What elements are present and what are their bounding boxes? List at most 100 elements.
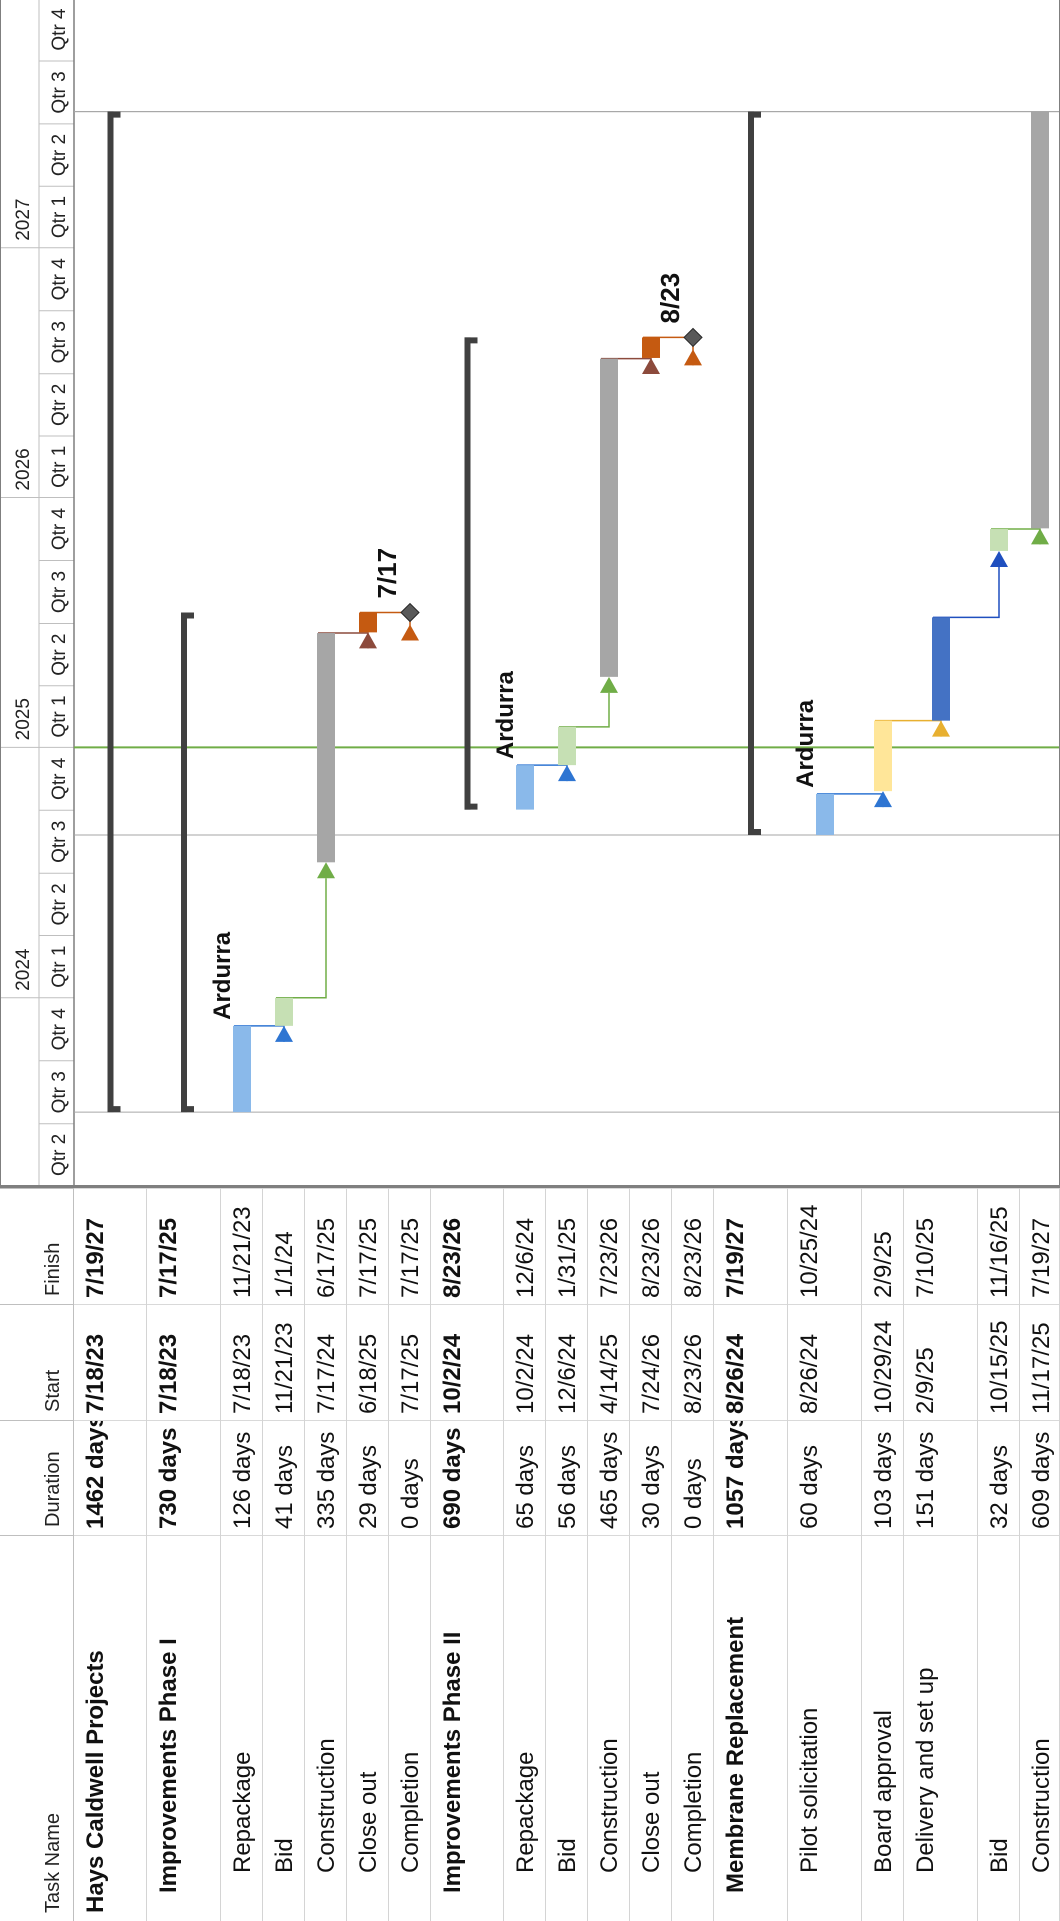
cell-fi: 8/23/26	[672, 1188, 713, 1304]
cell-st: 7/18/23	[147, 1304, 220, 1420]
table-row[interactable]: Construction 609 days 11/17/25 7/19/27	[1020, 1188, 1060, 1921]
timescale-quarter-label: Qtr 2	[49, 633, 70, 675]
dependency-arrow	[317, 862, 335, 878]
cell-fi: 7/17/25	[347, 1188, 388, 1304]
table-row[interactable]: Improvements Phase I 730 days 7/18/23 7/17/…	[147, 1188, 221, 1921]
table-row[interactable]: Board approval 103 days 10/29/24 2/9/25	[862, 1188, 904, 1921]
gantt-chart-area[interactable]: Qtr 2 Qtr 3 Qtr 4 Qtr 1 Qtr 2 Qtr 3 Qtr 4 Qtr 1…	[0, 0, 1060, 1188]
timescale-quarter-label: Qtr 4	[49, 757, 70, 800]
dependency-arrow	[275, 1026, 293, 1042]
cell-name: Close out	[630, 1535, 671, 1921]
cell-fi: 11/16/25	[978, 1188, 1019, 1304]
cell-fi: 7/19/27	[1020, 1188, 1059, 1304]
table-row[interactable]: Bid 32 days 10/15/25 11/16/25	[978, 1188, 1020, 1921]
cell-st: 7/18/23	[221, 1304, 262, 1420]
task-bar	[600, 359, 618, 677]
column-header-start[interactable]: Start	[0, 1304, 74, 1420]
table-row[interactable]: Pilot solicitation 60 days 8/26/24 10/25/24	[788, 1188, 862, 1921]
table-row[interactable]: Hays Caldwell Projects 1462 days 7/18/23 7/…	[74, 1188, 147, 1921]
timescale-quarter-label: Qtr 4	[49, 1008, 70, 1051]
cell-st: 8/26/24	[788, 1304, 861, 1420]
task-bar	[932, 617, 950, 720]
task-bar	[816, 794, 834, 835]
dependency-link	[933, 567, 999, 617]
column-header-label: Finish	[42, 1243, 65, 1296]
table-row[interactable]: Repackage 126 days 7/18/23 11/21/23	[221, 1188, 263, 1921]
cell-name: Board approval	[862, 1535, 903, 1921]
table-row[interactable]: Completion 0 days 7/17/25 7/17/25	[389, 1188, 431, 1921]
cell-st: 8/26/24	[714, 1304, 787, 1420]
cell-dur: 60 days	[788, 1420, 861, 1535]
cell-st: 10/2/24	[431, 1304, 503, 1420]
cell-name: Delivery and set up	[904, 1535, 977, 1921]
cell-name: Construction	[1020, 1535, 1059, 1921]
table-row[interactable]: Repackage 65 days 10/2/24 12/6/24	[504, 1188, 546, 1921]
dependency-arrow	[990, 551, 1008, 567]
task-bar	[233, 1026, 251, 1112]
table-row[interactable]: Completion 0 days 8/23/26 8/23/26	[672, 1188, 714, 1921]
table-row[interactable]: Delivery and set up 151 days 2/9/25 7/10/25	[904, 1188, 978, 1921]
dependency-arrow	[1031, 528, 1049, 544]
cell-fi: 7/17/25	[389, 1188, 430, 1304]
dependency-arrow	[558, 765, 576, 781]
cell-dur: 65 days	[504, 1420, 545, 1535]
timescale-year-label: 2027	[13, 198, 34, 240]
task-bar	[1031, 112, 1049, 529]
cell-st: 11/17/25	[1020, 1304, 1059, 1420]
task-bar	[359, 613, 377, 633]
task-bar	[317, 633, 335, 862]
timescale-quarter-label: Qtr 3	[49, 821, 70, 863]
column-header-duration[interactable]: Duration	[0, 1420, 74, 1535]
cell-dur: 32 days	[978, 1420, 1019, 1535]
cell-dur: 151 days	[904, 1420, 977, 1535]
cell-name: Completion	[672, 1535, 713, 1921]
task-table: Task Name Duration Start Finish Hays Cal…	[0, 1188, 1060, 1921]
cell-st: 7/24/26	[630, 1304, 671, 1420]
cell-dur: 335 days	[305, 1420, 346, 1535]
cell-dur: 690 days	[431, 1420, 503, 1535]
cell-name: Membrane Replacement	[714, 1535, 787, 1921]
milestone-date-label: 8/23	[655, 273, 685, 324]
dependency-arrow	[932, 721, 950, 737]
cell-dur: 126 days	[221, 1420, 262, 1535]
table-row[interactable]: Membrane Replacement 1057 days 8/26/24 7/19…	[714, 1188, 788, 1921]
cell-dur: 465 days	[588, 1420, 629, 1535]
table-row[interactable]: Close out 29 days 6/18/25 7/17/25	[347, 1188, 389, 1921]
timescale-year-label: 2024	[13, 948, 34, 991]
timescale-year-label: 2026	[13, 448, 34, 490]
cell-dur: 730 days	[147, 1420, 220, 1535]
table-row[interactable]: Bid 56 days 12/6/24 1/31/25	[546, 1188, 588, 1921]
cell-fi: 8/23/26	[431, 1188, 503, 1304]
cell-fi: 7/17/25	[147, 1188, 220, 1304]
timescale-quarter-label: Qtr 2	[49, 883, 70, 925]
cell-name: Bid	[546, 1535, 587, 1921]
table-row[interactable]: Improvements Phase II 690 days 10/2/24 8/23…	[431, 1188, 504, 1921]
summary-bar	[748, 112, 754, 835]
timescale-quarter-label: Qtr 4	[49, 258, 70, 301]
task-bar	[990, 529, 1008, 551]
timescale-quarter-label: Qtr 1	[49, 446, 70, 488]
timescale-quarter-label: Qtr 2	[49, 134, 70, 176]
cell-fi: 8/23/26	[630, 1188, 671, 1304]
column-header-finish[interactable]: Finish	[0, 1188, 74, 1304]
cell-fi: 6/17/25	[305, 1188, 346, 1304]
cell-name: Completion	[389, 1535, 430, 1921]
cell-dur: 29 days	[347, 1420, 388, 1535]
dependency-arrow	[359, 632, 377, 648]
column-header-task-name[interactable]: Task Name	[0, 1535, 74, 1921]
table-row[interactable]: Construction 335 days 7/17/24 6/17/25	[305, 1188, 347, 1921]
cell-fi: 2/9/25	[862, 1188, 903, 1304]
timescale-quarter-label: Qtr 2	[49, 1134, 70, 1176]
cell-st: 10/29/24	[862, 1304, 903, 1420]
cell-name: Bid	[263, 1535, 304, 1921]
cell-fi: 10/25/24	[788, 1188, 861, 1304]
gantt-chart-svg: Qtr 2 Qtr 3 Qtr 4 Qtr 1 Qtr 2 Qtr 3 Qtr 4 Qtr 1…	[0, 0, 1060, 1186]
table-row[interactable]: Close out 30 days 7/24/26 8/23/26	[630, 1188, 672, 1921]
table-row[interactable]: Bid 41 days 11/21/23 1/1/24	[263, 1188, 305, 1921]
dependency-link	[559, 693, 609, 727]
cell-st: 7/17/25	[389, 1304, 430, 1420]
table-row[interactable]: Construction 465 days 4/14/25 7/23/26	[588, 1188, 630, 1921]
cell-name: Improvements Phase II	[431, 1535, 503, 1921]
cell-st: 11/21/23	[263, 1304, 304, 1420]
